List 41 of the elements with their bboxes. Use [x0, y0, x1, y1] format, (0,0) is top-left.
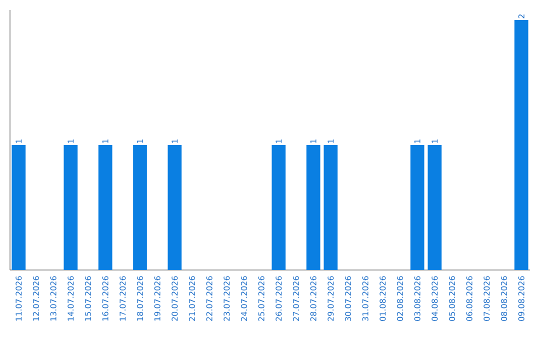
x-tick-label: 04.08.2026: [432, 276, 438, 321]
data-label: 1: [414, 139, 420, 143]
x-tick-label: 03.08.2026: [414, 276, 420, 321]
x-tick-label: 25.07.2026: [258, 276, 264, 321]
x-tick-label: 23.07.2026: [224, 276, 230, 321]
x-tick-label: 28.07.2026: [310, 276, 316, 321]
x-tick-label: 24.07.2026: [240, 276, 248, 321]
x-tick-label: 26.07.2026: [276, 276, 282, 321]
x-tick-label: 09.08.2026: [518, 276, 524, 321]
x-tick-label: 01.08.2026: [380, 276, 386, 321]
data-label: 1: [102, 139, 108, 143]
data-label: 1: [328, 139, 334, 143]
x-tick-label: 17.07.2026: [120, 276, 126, 321]
x-tick-label: 13.07.2026: [50, 276, 56, 321]
data-label: 1: [310, 139, 316, 143]
x-tick-label: 15.07.2026: [84, 276, 92, 321]
data-label: 1: [432, 139, 438, 143]
x-tick-label: 31.07.2026: [362, 276, 368, 321]
x-tick-label: 27.07.2026: [292, 276, 300, 321]
data-label: 1: [137, 139, 143, 143]
x-tick-label: 22.07.2026: [206, 276, 212, 321]
data-label: 1: [276, 139, 282, 143]
x-tick-label: 20.07.2026: [172, 276, 178, 321]
x-tick-label: 29.07.2026: [328, 276, 334, 321]
x-tick-label: 18.07.2026: [136, 276, 144, 321]
x-tick-label: 30.07.2026: [344, 276, 352, 321]
x-tick-label: 05.08.2026: [448, 276, 456, 321]
data-label: 1: [16, 139, 22, 143]
x-tick-label: 07.08.2026: [484, 276, 490, 321]
x-tick-label: 11.07.2026: [16, 276, 22, 321]
x-tick-label: 14.07.2026: [68, 276, 74, 321]
data-label: 1: [172, 139, 178, 143]
x-tick-label: 12.07.2026: [32, 276, 40, 321]
x-tick-label: 06.08.2026: [466, 276, 472, 321]
x-tick-label: 08.08.2026: [500, 276, 508, 321]
x-tick-label: 19.07.2026: [154, 276, 160, 321]
x-tick-label: 02.08.2026: [396, 276, 404, 321]
x-tick-label: 16.07.2026: [102, 276, 108, 321]
x-tick-label: 21.07.2026: [188, 276, 196, 321]
data-label: 1: [68, 139, 74, 143]
data-label: 2: [518, 14, 524, 18]
